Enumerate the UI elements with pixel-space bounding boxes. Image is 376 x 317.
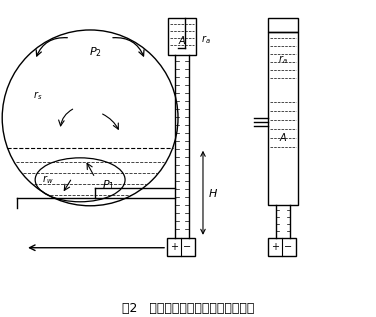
Text: $P_2$: $P_2$ bbox=[89, 45, 102, 59]
Text: $r_s$: $r_s$ bbox=[33, 89, 43, 102]
Text: $r_w$: $r_w$ bbox=[42, 173, 54, 186]
Text: −: − bbox=[183, 242, 191, 252]
Text: −: − bbox=[284, 242, 292, 252]
Text: $A$: $A$ bbox=[279, 131, 287, 143]
Bar bbox=[268, 18, 298, 32]
Bar bbox=[268, 32, 298, 205]
Text: 图2   差压水位计汽包水位测量原理图: 图2 差压水位计汽包水位测量原理图 bbox=[122, 302, 254, 315]
Bar bbox=[168, 18, 196, 55]
Text: $r_a$: $r_a$ bbox=[201, 34, 211, 46]
Bar bbox=[167, 238, 195, 256]
Text: $r_a$: $r_a$ bbox=[278, 54, 288, 66]
Text: 图2   差压水位计汽包水位测量原理图: 图2 差压水位计汽包水位测量原理图 bbox=[0, 316, 1, 317]
Text: $P_1$: $P_1$ bbox=[102, 178, 115, 192]
Bar bbox=[268, 238, 296, 256]
Text: $H$: $H$ bbox=[208, 187, 218, 199]
Text: +: + bbox=[170, 242, 178, 252]
Text: +: + bbox=[271, 242, 279, 252]
Text: $A$: $A$ bbox=[178, 34, 186, 46]
